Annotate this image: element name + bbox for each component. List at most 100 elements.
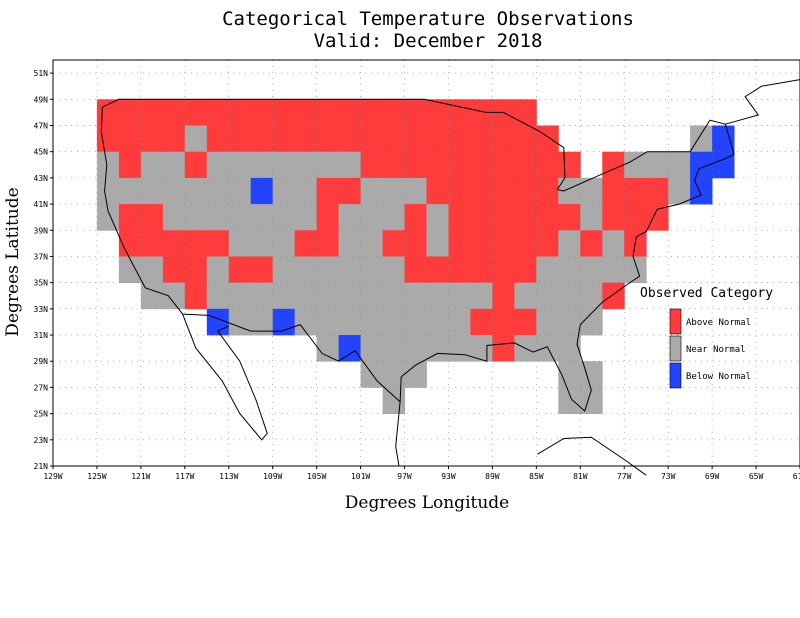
grid-cell bbox=[206, 125, 230, 153]
grid-cell bbox=[492, 256, 515, 284]
legend-label: Below Normal bbox=[686, 372, 751, 382]
grid-cell bbox=[426, 230, 449, 257]
legend-swatch bbox=[669, 335, 682, 362]
x-tick-label: 109W bbox=[263, 472, 282, 481]
us-outline bbox=[100, 79, 800, 476]
grid-cell bbox=[558, 256, 581, 284]
grid-cell bbox=[250, 99, 274, 126]
grid-cell bbox=[382, 361, 405, 388]
grid-cell bbox=[162, 177, 186, 205]
grid-cell bbox=[602, 177, 625, 205]
grid-cell bbox=[272, 204, 296, 231]
grid-cell bbox=[448, 177, 471, 205]
y-tick-label: 45N bbox=[34, 148, 49, 157]
grid-cell bbox=[360, 256, 383, 284]
grid-cell bbox=[536, 308, 559, 336]
grid-cell bbox=[536, 177, 559, 205]
grid-cell bbox=[294, 282, 318, 310]
grid-cell bbox=[470, 99, 493, 126]
y-tick-label: 31N bbox=[34, 331, 49, 340]
grid-cell bbox=[712, 151, 735, 179]
grid-cell bbox=[118, 125, 142, 153]
grid-cell bbox=[184, 256, 208, 284]
grid-cell bbox=[140, 177, 164, 205]
grid-cell bbox=[514, 308, 537, 336]
y-tick-label: 37N bbox=[34, 252, 49, 261]
grid-cell bbox=[206, 282, 230, 310]
grid-cell bbox=[536, 151, 559, 179]
grid-cell bbox=[580, 308, 603, 336]
grid-cell bbox=[558, 151, 581, 179]
grid-cell bbox=[250, 204, 274, 231]
grid-cell bbox=[448, 256, 471, 284]
y-tick-label: 23N bbox=[34, 436, 49, 445]
grid-cell bbox=[162, 230, 186, 257]
grid-cell bbox=[404, 282, 427, 310]
y-tick-label: 21N bbox=[34, 462, 49, 471]
grid-cell bbox=[514, 230, 537, 257]
grid-cell bbox=[360, 204, 383, 231]
grid-cell bbox=[404, 99, 427, 126]
grid-cell bbox=[382, 177, 405, 205]
grid-cell bbox=[118, 151, 142, 179]
grid-cell bbox=[338, 230, 361, 257]
x-tick-label: 101W bbox=[351, 472, 370, 481]
grid-cell bbox=[316, 308, 339, 336]
x-tick-label: 81W bbox=[573, 472, 588, 481]
grid-cell bbox=[228, 230, 252, 257]
grid-cell bbox=[580, 256, 603, 284]
grid-cell bbox=[96, 204, 120, 231]
y-tick-label: 47N bbox=[34, 121, 49, 130]
grid-cell bbox=[272, 177, 296, 205]
grid-cell bbox=[382, 125, 405, 153]
y-tick-label: 35N bbox=[34, 279, 49, 288]
grid-cell bbox=[646, 151, 669, 179]
grid-cell bbox=[140, 204, 164, 231]
grid-cell bbox=[514, 282, 537, 310]
grid-cell bbox=[272, 125, 296, 153]
grid-cell bbox=[338, 308, 361, 336]
grid-cell bbox=[294, 204, 318, 231]
grid-cell bbox=[536, 282, 559, 310]
grid-cell bbox=[162, 125, 186, 153]
grid-cell bbox=[250, 256, 274, 284]
grid-cell bbox=[272, 282, 296, 310]
grid-cell bbox=[404, 177, 427, 205]
plot-frame bbox=[52, 59, 800, 467]
grid-cell bbox=[426, 308, 449, 336]
grid-cell bbox=[140, 256, 164, 284]
grid-cell bbox=[360, 230, 383, 257]
grid-cell bbox=[206, 151, 230, 179]
mexico-gulf-coast bbox=[395, 401, 401, 467]
grid-cell bbox=[558, 282, 581, 310]
grid-cell bbox=[184, 230, 208, 257]
grid-cell bbox=[558, 177, 581, 205]
grid-cell bbox=[162, 151, 186, 179]
grid-cell bbox=[294, 177, 318, 205]
grid-cell bbox=[514, 151, 537, 179]
grid-cell bbox=[514, 177, 537, 205]
grid-cell bbox=[602, 204, 625, 231]
grid-cell bbox=[162, 256, 186, 284]
grid-cell bbox=[360, 99, 383, 126]
grid-cell bbox=[162, 99, 186, 126]
grid-cell bbox=[96, 125, 120, 153]
conus-border bbox=[100, 98, 735, 412]
grid-cell bbox=[316, 99, 339, 126]
grid-cell bbox=[492, 335, 515, 362]
grid-cell bbox=[404, 308, 427, 336]
grid-cell bbox=[426, 335, 449, 362]
grid-cell bbox=[580, 361, 603, 388]
grid-cell bbox=[602, 256, 625, 284]
grid-cell bbox=[492, 282, 515, 310]
chart-subtitle: Valid: December 2018 bbox=[314, 30, 543, 52]
grid-cell bbox=[382, 99, 405, 126]
x-tick-label: 97W bbox=[397, 472, 412, 481]
x-tick-label: 65W bbox=[749, 472, 764, 481]
y-axis-title: Degrees Latitude bbox=[3, 187, 23, 336]
x-tick-label: 125W bbox=[87, 472, 106, 481]
legend-swatch bbox=[669, 362, 682, 389]
grid-cell bbox=[470, 204, 493, 231]
grid-cell bbox=[338, 177, 361, 205]
grid-cell bbox=[448, 151, 471, 179]
